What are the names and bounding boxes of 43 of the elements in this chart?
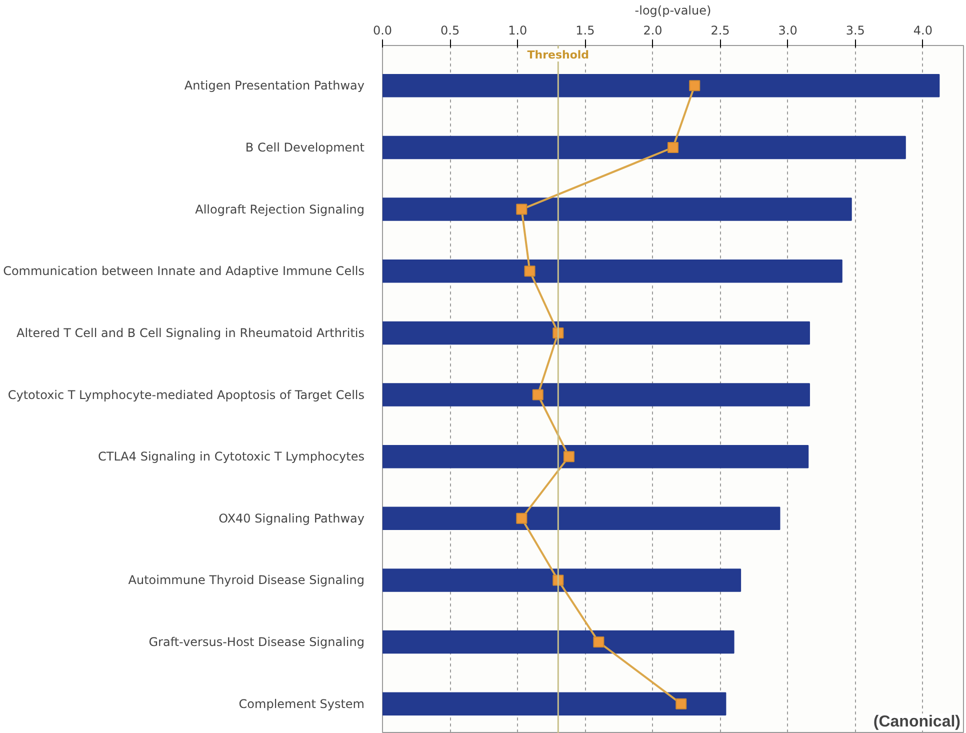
y-tick-label: B Cell Development bbox=[245, 140, 365, 154]
point bbox=[668, 142, 678, 153]
bar bbox=[382, 630, 734, 654]
bar bbox=[382, 74, 940, 98]
y-tick-label: Autoimmune Thyroid Disease Signaling bbox=[128, 573, 365, 588]
x-tick-label: 1.5 bbox=[576, 24, 595, 38]
y-tick-label: CTLA4 Signaling in Cytotoxic T Lymphocytes bbox=[98, 450, 365, 464]
point bbox=[532, 389, 544, 400]
y-tick-label: Antigen Presentation Pathway bbox=[184, 78, 365, 93]
x-tick-label: 2.0 bbox=[643, 24, 662, 38]
x-tick-label: 2.5 bbox=[710, 24, 730, 38]
point bbox=[676, 698, 687, 710]
y-tick-label: Graft-versus-Host Disease Signaling bbox=[148, 635, 365, 650]
x-axis-title: -log(p-value) bbox=[634, 4, 712, 18]
x-tick-label: 1.0 bbox=[508, 24, 528, 38]
x-tick-label: 0.0 bbox=[372, 24, 392, 38]
bar bbox=[382, 198, 852, 221]
bar bbox=[382, 260, 842, 283]
y-tick-label: Altered T Cell and B Cell Signaling in Rheumatoid Arthritis bbox=[16, 326, 365, 340]
x-tick-label: 3.5 bbox=[846, 24, 865, 38]
bar bbox=[382, 692, 726, 716]
bar bbox=[382, 568, 742, 592]
bar bbox=[382, 136, 906, 160]
bar bbox=[382, 444, 809, 468]
point bbox=[593, 636, 604, 648]
bar bbox=[382, 506, 780, 530]
bar bbox=[382, 383, 810, 406]
point bbox=[516, 204, 528, 215]
x-tick-label: 0.5 bbox=[440, 24, 460, 38]
point bbox=[516, 512, 528, 524]
point bbox=[563, 451, 574, 462]
y-tick-label: Communication between Innate and Adaptive Immune Cells bbox=[3, 264, 365, 278]
annotation: (Canonical) bbox=[873, 714, 961, 730]
y-tick-label: Cytotoxic T Lymphocyte-mediated Apoptosis of Target Cells bbox=[8, 388, 365, 402]
y-tick-label: Complement System bbox=[238, 696, 365, 711]
x-tick-label: 3.0 bbox=[778, 24, 798, 38]
point bbox=[689, 80, 700, 92]
x-tick-label: 4.0 bbox=[913, 24, 933, 38]
ref-line-label: Threshold bbox=[527, 48, 590, 62]
y-tick-label: Allograft Rejection Signaling bbox=[195, 202, 365, 216]
y-tick-label: OX40 Signaling Pathway bbox=[218, 511, 365, 526]
point bbox=[524, 266, 536, 277]
bar bbox=[382, 321, 810, 345]
